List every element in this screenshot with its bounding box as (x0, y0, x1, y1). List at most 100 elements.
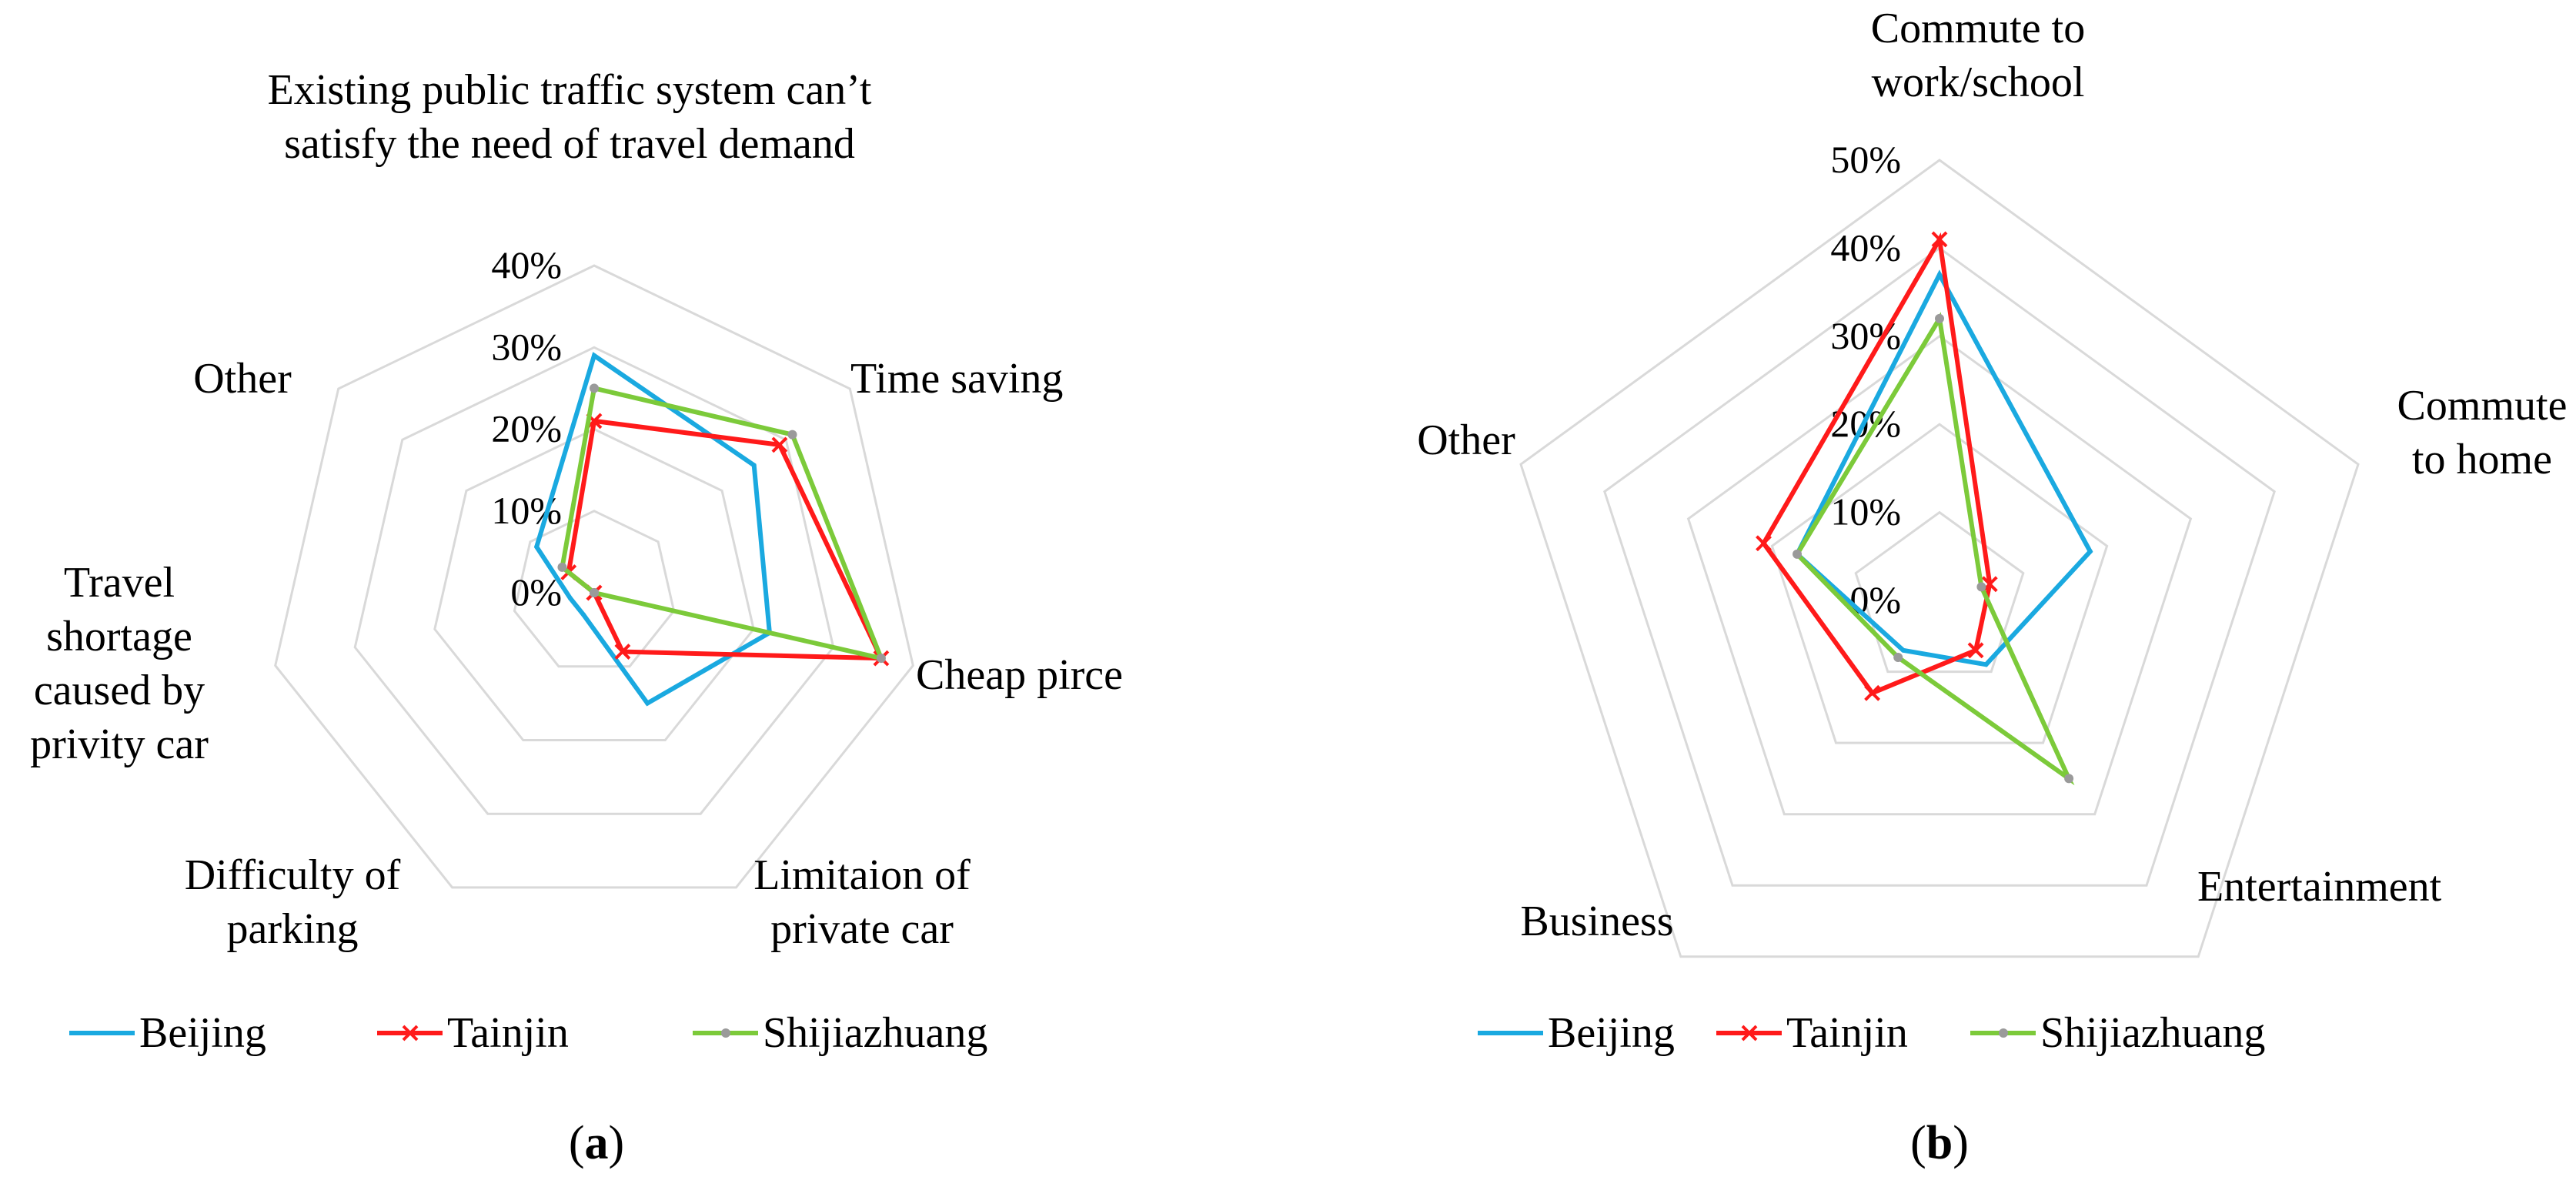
tick-label: 40% (1830, 226, 1901, 269)
radar-chart-b: 0%10%20%30%40%50%Commute towork/schoolCo… (1417, 5, 2567, 1169)
data-point (1983, 662, 1989, 667)
data-point (590, 588, 599, 597)
category-label: satisfy the need of travel demand (284, 120, 855, 168)
grid-ring (1686, 334, 2193, 816)
tick-label: 30% (1830, 314, 1901, 357)
legend: Beijing Tainjin Shijiazhuang (1478, 1009, 2265, 1057)
category-label: Difficulty of (185, 851, 401, 899)
panel-paren-open: ( (569, 1117, 585, 1169)
series-beijing (533, 352, 773, 707)
data-point (2087, 549, 2093, 554)
series-line (1794, 269, 2093, 667)
radar-chart-a: 0%10%20%30%40%Existing public traffic sy… (30, 66, 1123, 1169)
category-label: caused by (34, 667, 205, 714)
data-point (1967, 642, 1984, 659)
panel-letter: a (585, 1117, 609, 1169)
category-label: Cheap pirce (916, 651, 1123, 699)
grid-ring (1519, 159, 2360, 958)
category-label: Limitaion of (753, 851, 971, 899)
grid-ring (1854, 510, 2025, 674)
series-line (533, 352, 773, 707)
legend-item: Shijiazhuang (693, 1009, 987, 1057)
panel-paren-close: ) (609, 1117, 625, 1169)
data-point (1893, 653, 1903, 663)
category-label: privity car (30, 721, 209, 768)
panel-paren-close: ) (1953, 1117, 1969, 1169)
series-shijiazhuang (557, 383, 886, 664)
category-label: Travel (64, 559, 175, 607)
grid-ring (1770, 423, 2109, 744)
data-point (590, 383, 599, 393)
legend-marker (1999, 1028, 2008, 1038)
legend-marker (721, 1028, 730, 1038)
series-shijiazhuang (1793, 312, 2075, 786)
legend-label: Tainjin (1786, 1009, 1908, 1057)
data-point (1937, 272, 1942, 277)
legend-label: Beijing (139, 1009, 266, 1057)
panel-label: (a) (569, 1117, 624, 1169)
category-label: to home (2412, 436, 2552, 483)
category-label: parking (226, 905, 358, 953)
tick-label: 20% (491, 407, 562, 450)
panel-paren-open: ( (1910, 1117, 1926, 1169)
tick-label: 50% (1830, 138, 1901, 181)
data-point (1864, 684, 1880, 701)
data-point (1900, 647, 1906, 653)
data-point (534, 544, 540, 550)
data-point (876, 654, 886, 664)
series-tainjin (1756, 231, 1998, 701)
legend: Beijing Tainjin Shijiazhuang (69, 1009, 987, 1057)
category-label: Other (193, 355, 292, 403)
legend-label: Tainjin (447, 1009, 569, 1057)
legend-item: Tainjin (377, 1009, 569, 1057)
panel-letter: b (1926, 1117, 1953, 1169)
series-line (1794, 312, 2075, 786)
category-label: Business (1520, 898, 1673, 945)
category-label: Commute to (1871, 5, 2085, 52)
category-label: Other (1417, 416, 1515, 464)
series-line (560, 385, 885, 662)
data-point (567, 596, 573, 601)
category-label: Time saving (850, 355, 1063, 403)
grid-ring (274, 264, 914, 889)
data-point (614, 644, 631, 660)
category-label: private car (770, 905, 954, 953)
grid-ring (513, 510, 676, 668)
legend-item: Beijing (1478, 1009, 1675, 1057)
tick-label: 10% (1830, 490, 1901, 533)
category-label: Entertainment (2197, 863, 2442, 911)
series-line (1760, 232, 1993, 696)
data-point (1793, 549, 1803, 559)
category-label: work/school (1872, 59, 2085, 106)
category-label: Commute (2397, 382, 2568, 430)
legend-item: Tainjin (1716, 1009, 1908, 1057)
data-point (2064, 774, 2074, 784)
category-label: shortage (46, 613, 192, 660)
data-point (592, 353, 596, 358)
data-point (787, 430, 797, 440)
data-point (1756, 535, 1772, 552)
data-point (645, 700, 650, 706)
panel-label: (b) (1910, 1117, 1969, 1169)
legend-item: Shijiazhuang (1970, 1009, 2265, 1057)
data-point (1935, 313, 1944, 323)
tick-label: 0% (510, 570, 562, 614)
grid-ring (433, 427, 755, 741)
data-point (581, 612, 586, 617)
data-point (1976, 582, 1986, 592)
tick-label: 40% (491, 243, 562, 286)
grid-ring (1603, 246, 2276, 887)
legend-label: Shijiazhuang (763, 1009, 987, 1057)
data-point (1931, 231, 1948, 248)
data-point (771, 436, 788, 453)
legend-label: Beijing (1548, 1009, 1675, 1057)
data-point (557, 562, 567, 572)
legend-item: Beijing (69, 1009, 266, 1057)
legend-marker (1741, 1025, 1758, 1042)
tick-label: 30% (491, 325, 562, 368)
data-point (751, 463, 757, 468)
legend-label: Shijiazhuang (2040, 1009, 2265, 1057)
legend-marker (402, 1025, 419, 1042)
